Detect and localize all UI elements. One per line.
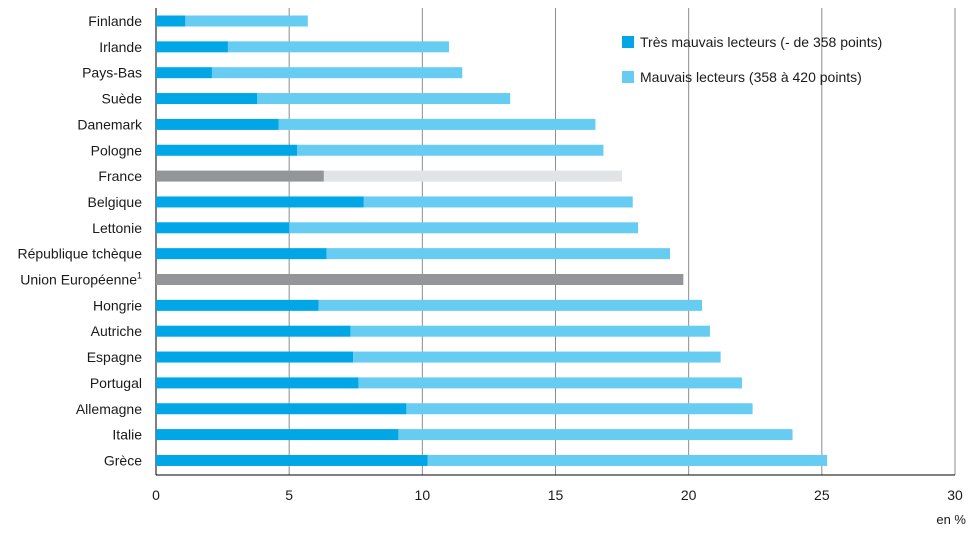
category-label-italie: Italie <box>112 427 142 443</box>
bar-total-union-europeenne <box>156 274 684 285</box>
grid <box>155 8 956 476</box>
bar-tres-mauvais-italie <box>156 429 399 441</box>
category-label-union-europeenne: Union Européenne1 <box>20 271 142 288</box>
category-footnote-marker: 1 <box>137 271 142 281</box>
x-tick-label: 0 <box>152 487 160 503</box>
category-label-finlande: Finlande <box>88 13 142 29</box>
bar-mauvais-suede <box>257 93 511 105</box>
category-label-suede: Suède <box>102 91 143 107</box>
bar-mauvais-republique-tcheque <box>326 248 671 260</box>
bar-mauvais-finlande <box>185 15 308 27</box>
x-axis-unit-label: en % <box>936 512 966 527</box>
legend-swatch-mauvais <box>622 71 634 83</box>
category-label-france: France <box>98 168 142 184</box>
bar-tres-mauvais-espagne <box>156 351 354 363</box>
bar-tres-mauvais-belgique <box>156 196 364 208</box>
x-tick-label: 15 <box>548 487 564 503</box>
bar-tres-mauvais-lettonie <box>156 222 290 234</box>
bar-mauvais-autriche <box>350 325 710 337</box>
bar-tres-mauvais-france <box>156 170 324 182</box>
category-label-danemark: Danemark <box>77 116 143 132</box>
category-label-autriche: Autriche <box>91 323 143 339</box>
bar-tres-mauvais-republique-tcheque <box>156 248 327 260</box>
bar-mauvais-espagne <box>353 351 721 363</box>
category-label-allemagne: Allemagne <box>76 401 142 417</box>
x-tick-label: 25 <box>814 487 830 503</box>
bar-mauvais-italie <box>398 429 793 441</box>
x-tick-label: 10 <box>415 487 431 503</box>
bar-tres-mauvais-suede <box>156 93 258 105</box>
bar-mauvais-pologne <box>297 144 604 156</box>
legend-swatch-tres-mauvais <box>622 36 634 48</box>
bar-tres-mauvais-hongrie <box>156 299 319 311</box>
category-label-pays-bas: Pays-Bas <box>82 65 142 81</box>
bar-mauvais-danemark <box>278 118 596 130</box>
category-label-grece: Grèce <box>104 452 142 468</box>
x-tick-label: 30 <box>947 487 963 503</box>
bar-mauvais-pays-bas <box>211 67 463 79</box>
bar-mauvais-irlande <box>227 41 449 53</box>
category-label-irlande: Irlande <box>99 39 142 55</box>
bar-tres-mauvais-pays-bas <box>156 67 212 79</box>
bar-mauvais-france <box>323 170 623 182</box>
category-label-belgique: Belgique <box>88 194 143 210</box>
category-label-republique-tcheque: République tchèque <box>17 246 142 262</box>
category-label-espagne: Espagne <box>87 349 142 365</box>
bar-mauvais-allemagne <box>406 403 753 415</box>
category-label-pologne: Pologne <box>91 142 143 158</box>
bar-mauvais-lettonie <box>289 222 639 234</box>
category-labels: Finlande Irlande Pays-Bas Suède Danemark Polo… <box>17 13 143 468</box>
bar-mauvais-portugal <box>358 377 742 389</box>
bar-tres-mauvais-allemagne <box>156 403 407 415</box>
legend-label-mauvais: Mauvais lecteurs (358 à 420 points) <box>640 69 862 85</box>
x-tick-label: 20 <box>681 487 697 503</box>
bars <box>156 15 828 466</box>
category-label-hongrie: Hongrie <box>93 297 142 313</box>
x-tick-label: 5 <box>285 487 293 503</box>
bar-mauvais-hongrie <box>318 299 702 311</box>
bar-mauvais-grece <box>427 454 828 466</box>
bar-tres-mauvais-pologne <box>156 144 298 156</box>
bar-tres-mauvais-grece <box>156 454 428 466</box>
legend: Très mauvais lecteurs (- de 358 points) … <box>622 34 882 85</box>
bar-tres-mauvais-finlande <box>156 15 186 27</box>
legend-label-tres-mauvais: Très mauvais lecteurs (- de 358 points) <box>640 34 882 50</box>
bar-tres-mauvais-autriche <box>156 325 351 337</box>
bar-tres-mauvais-portugal <box>156 377 359 389</box>
x-axis-ticks: 0 5 10 15 20 25 30 <box>152 487 963 503</box>
bar-mauvais-belgique <box>363 196 633 208</box>
category-label-lettonie: Lettonie <box>92 220 142 236</box>
bar-tres-mauvais-irlande <box>156 41 228 53</box>
bar-tres-mauvais-danemark <box>156 118 279 130</box>
category-label-portugal: Portugal <box>90 375 142 391</box>
